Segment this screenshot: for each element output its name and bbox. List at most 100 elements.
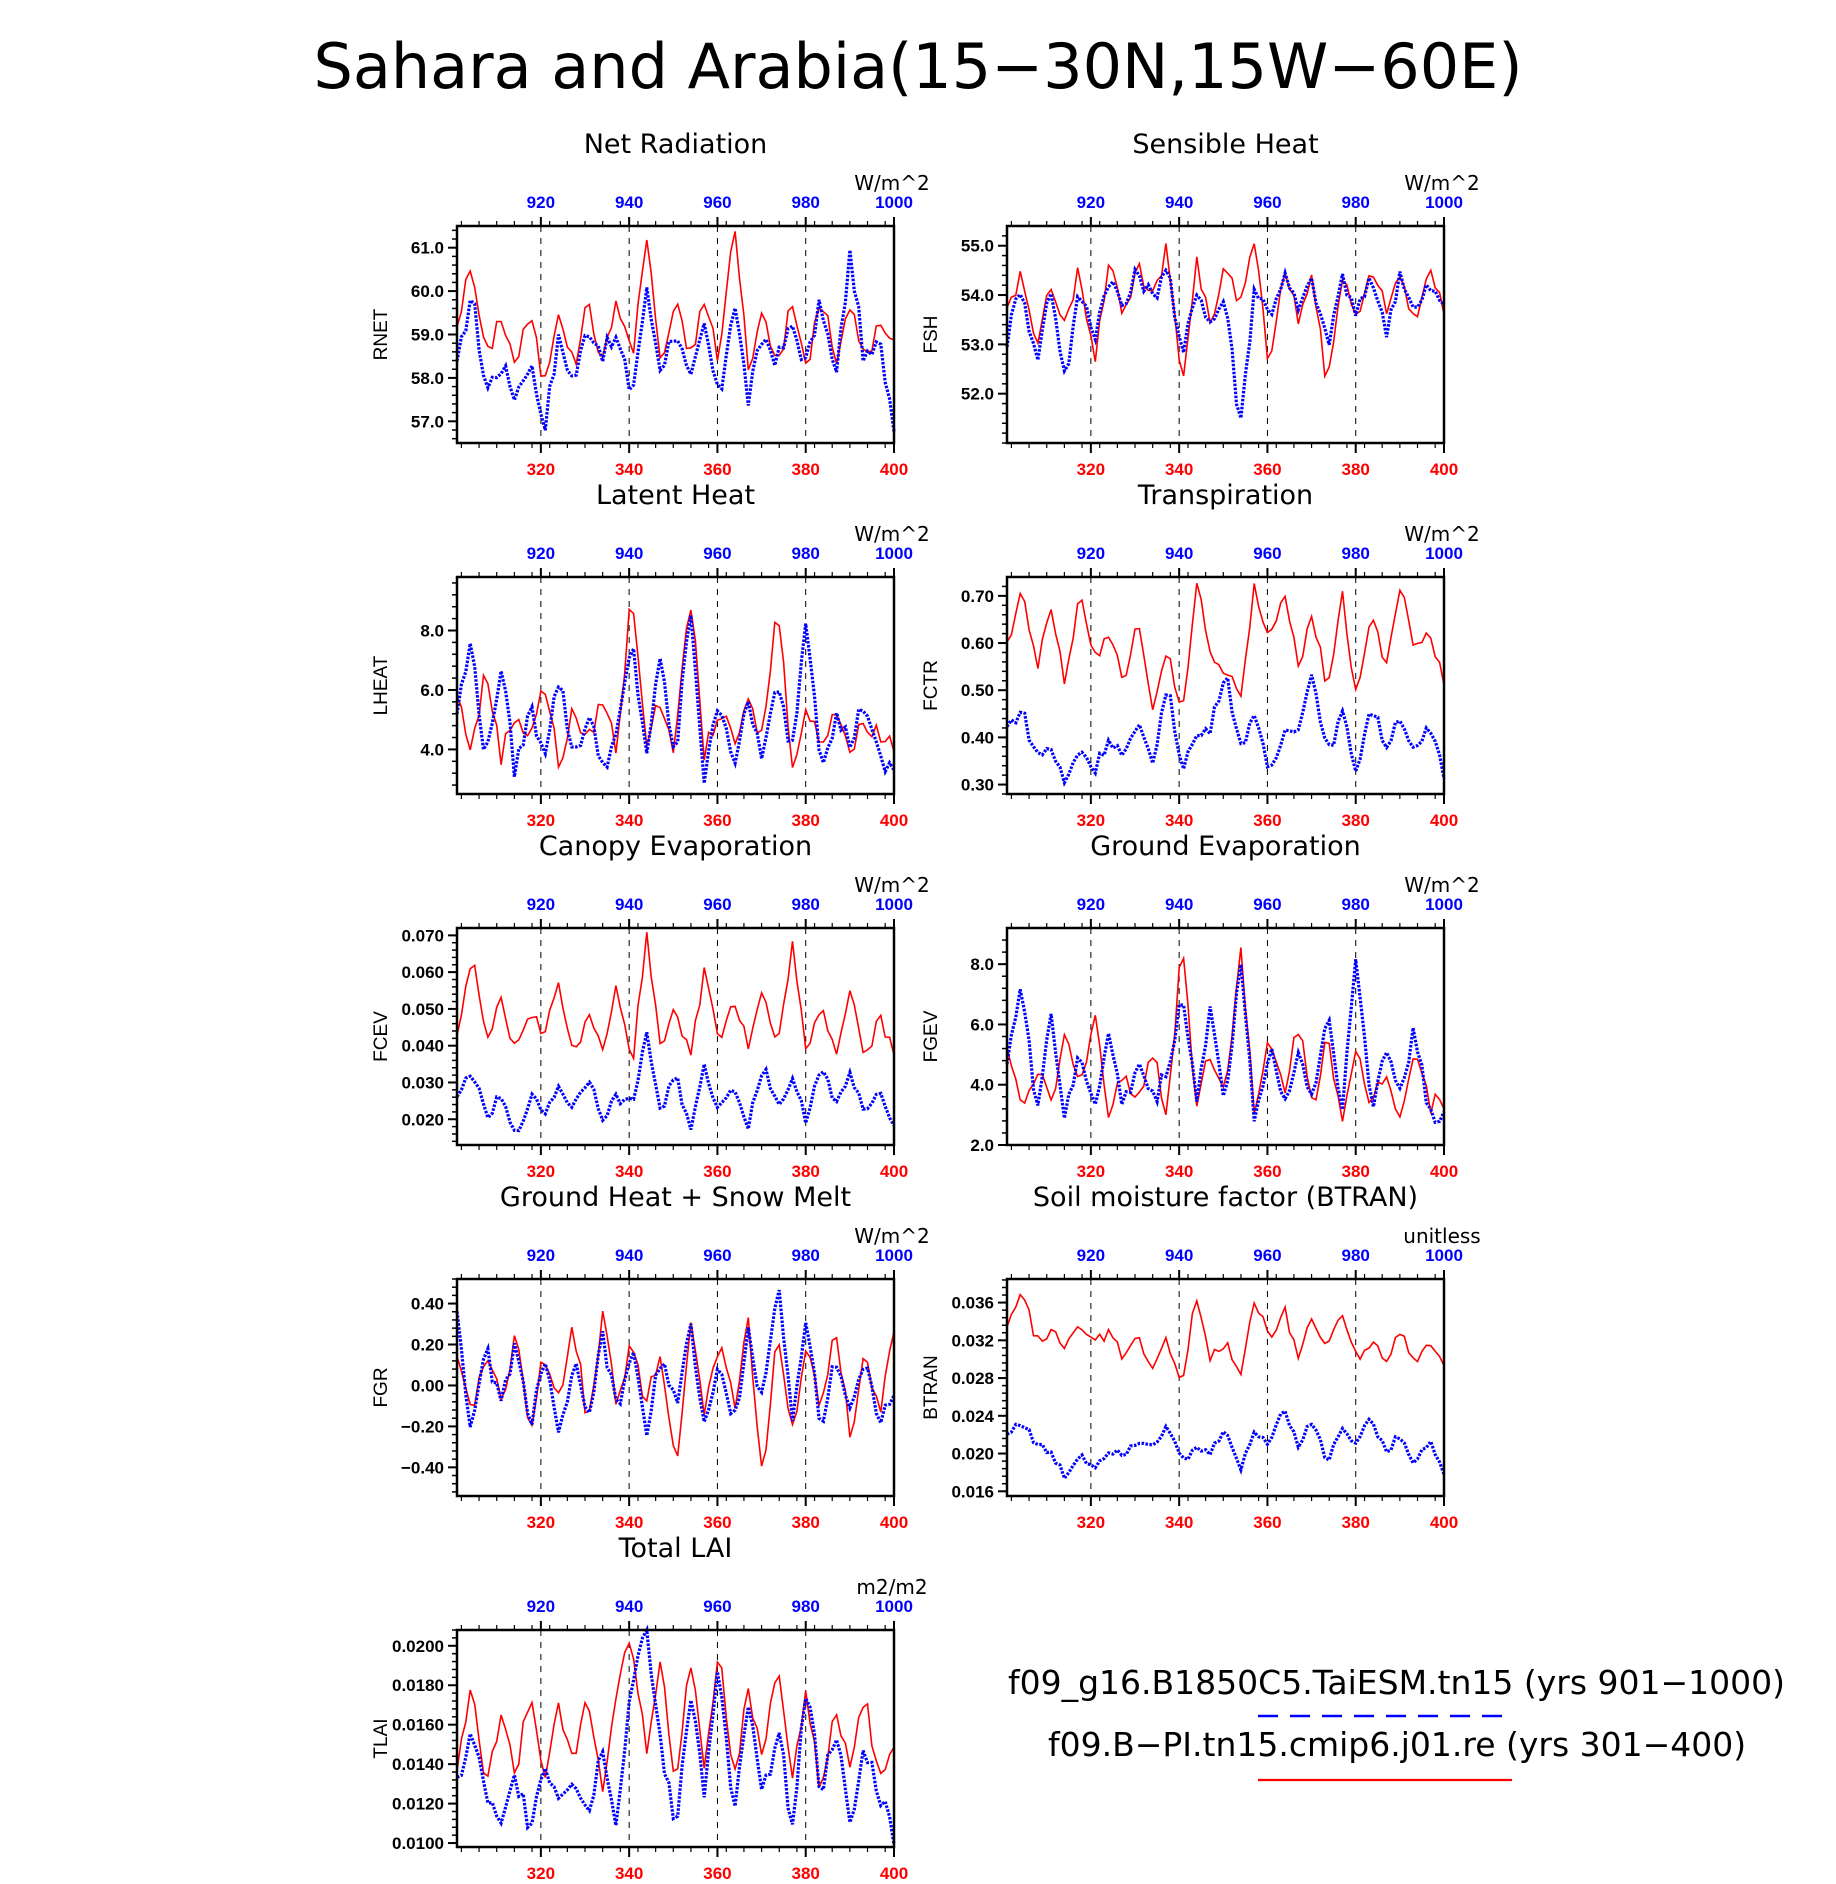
plot-frame [1005,1277,1446,1498]
xtick-top-label: 940 [1165,193,1193,212]
ytick-label: 0.070 [401,926,444,945]
panel-title: Net Radiation [584,129,768,160]
ytick-label: 0.024 [951,1407,994,1426]
ytick-label: 0.30 [961,776,994,795]
xtick-bottom-label: 380 [792,811,820,830]
panel-fcev: Canopy Evaporation W/m^2 0.020 0.030 0.040 0.… [371,831,930,1181]
plot-frame [1005,224,1446,445]
ytick-label: 0.0160 [392,1716,444,1735]
xtick-bottom-label: 320 [527,1162,555,1181]
xtick-bottom-label: 360 [1253,811,1281,830]
xtick-bottom-label: 380 [792,1162,820,1181]
panel-unit: W/m^2 [854,873,929,897]
xtick-bottom-label: 400 [1430,811,1458,830]
ytick-label: 61.0 [411,239,444,258]
xtick-top-label: 920 [1077,1246,1105,1265]
xtick-top-label: 1000 [1425,544,1463,563]
xtick-top-label: 920 [527,895,555,914]
ytick-label: 0.050 [401,1000,444,1019]
ytick-label: 0.030 [401,1073,444,1092]
xtick-bottom-label: 400 [880,1513,908,1532]
series-blue-line [455,249,896,432]
ytick-label: −0.40 [401,1458,444,1477]
xtick-bottom-label: 320 [1077,460,1105,479]
xtick-top-label: 1000 [875,1246,913,1265]
ytick-label: 0.50 [961,681,994,700]
xtick-top-label: 940 [615,544,643,563]
ytick-label: 0.020 [951,1445,994,1464]
xtick-top-label: 1000 [875,193,913,212]
xtick-bottom-label: 360 [1253,460,1281,479]
panel-unit: m2/m2 [856,1575,927,1599]
series-red-line [1006,582,1445,710]
xtick-bottom-label: 400 [880,811,908,830]
ytick-label: 55.0 [961,237,994,256]
series-red-line [456,231,895,377]
xtick-top-label: 960 [1253,193,1281,212]
xtick-bottom-label: 360 [703,1513,731,1532]
y-axis-label: FGEV [921,1010,942,1062]
xtick-top-label: 980 [1342,193,1370,212]
ytick-label: 0.40 [961,728,994,747]
xtick-top-label: 1000 [875,1597,913,1616]
series-red-line [456,1310,895,1467]
ytick-label: 0.20 [411,1336,444,1355]
xtick-top-label: 940 [1165,895,1193,914]
panel-fctr: Transpiration W/m^2 0.30 0.40 0.50 0.60 0.70 FC… [921,480,1480,830]
xtick-bottom-label: 320 [527,460,555,479]
xtick-bottom-label: 400 [1430,1162,1458,1181]
panel-title: Soil moisture factor (BTRAN) [1033,1182,1418,1213]
xtick-top-label: 980 [792,1597,820,1616]
ytick-label: 2.0 [970,1136,994,1155]
xtick-top-label: 1000 [1425,193,1463,212]
xtick-bottom-label: 400 [1430,460,1458,479]
ytick-label: 0.0120 [392,1795,444,1814]
xtick-bottom-label: 380 [1342,1162,1370,1181]
ytick-label: 0.0200 [392,1637,444,1656]
ytick-label: 0.036 [951,1294,994,1313]
legend-label-blue: f09_g16.B1850C5.TaiESM.tn15 (yrs 901−100… [1008,1663,1785,1702]
xtick-bottom-label: 320 [527,1513,555,1532]
y-axis-label: FSH [921,316,942,354]
xtick-top-label: 920 [1077,544,1105,563]
y-axis-label: FCEV [371,1011,392,1062]
panel-title: Ground Heat + Snow Melt [500,1182,851,1213]
xtick-bottom-label: 400 [880,460,908,479]
series-blue-line [1005,959,1446,1125]
series-blue-line [456,1624,896,1845]
xtick-bottom-label: 360 [703,1864,731,1883]
xtick-bottom-label: 360 [703,460,731,479]
ytick-label: 8.0 [970,955,994,974]
xtick-bottom-label: 360 [1253,1513,1281,1532]
xtick-top-label: 920 [527,544,555,563]
xtick-bottom-label: 380 [1342,1513,1370,1532]
xtick-top-label: 980 [792,193,820,212]
panel-title: Transpiration [1137,480,1313,511]
series-red-line [456,607,895,770]
xtick-bottom-label: 380 [1342,811,1370,830]
ytick-label: 0.020 [401,1110,444,1129]
panel-unit: W/m^2 [1404,171,1479,195]
ytick-label: 0.00 [411,1376,444,1395]
series-red-line [456,1641,895,1792]
xtick-top-label: 960 [703,544,731,563]
ytick-label: 0.016 [951,1482,994,1501]
figure-title: Sahara and Arabia(15−30N,15W−60E) [313,30,1522,103]
xtick-top-label: 960 [703,193,731,212]
ytick-label: −0.20 [401,1417,444,1436]
panel-unit: W/m^2 [854,171,929,195]
ytick-label: 54.0 [961,286,994,305]
panel-title: Total LAI [618,1533,733,1564]
xtick-top-label: 1000 [875,544,913,563]
xtick-top-label: 1000 [1425,1246,1463,1265]
plot-frame [455,1277,896,1498]
y-axis-label: TLAI [371,1718,392,1758]
xtick-top-label: 940 [615,193,643,212]
ytick-label: 4.0 [970,1076,994,1095]
xtick-bottom-label: 320 [527,811,555,830]
panel-unit: W/m^2 [854,1224,929,1248]
y-axis-label: RNET [371,308,392,360]
series-blue-line [1005,265,1446,419]
xtick-top-label: 940 [1165,1246,1193,1265]
